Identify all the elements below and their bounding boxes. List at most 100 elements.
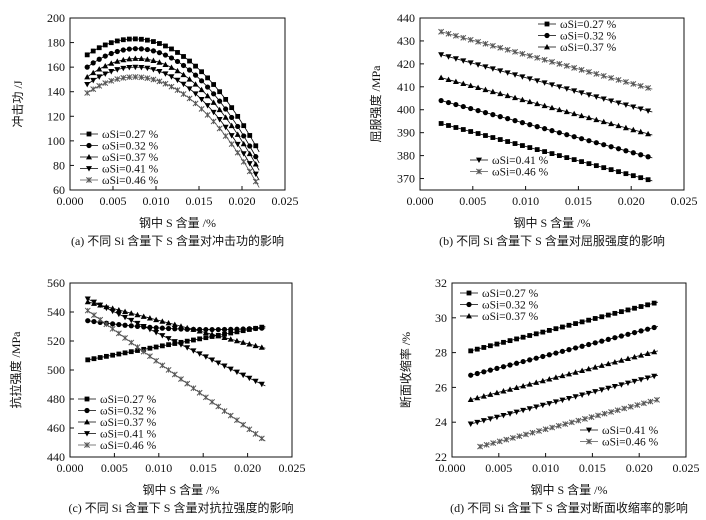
data-point xyxy=(234,326,240,332)
data-point xyxy=(564,155,570,161)
data-point xyxy=(90,86,97,93)
data-point xyxy=(209,331,216,337)
data-point xyxy=(190,348,197,354)
data-point xyxy=(228,326,234,332)
data-point xyxy=(196,328,203,334)
data-point xyxy=(487,391,494,397)
data-point xyxy=(500,364,507,370)
legend-marker xyxy=(86,166,92,172)
data-point xyxy=(202,394,209,401)
data-point xyxy=(563,86,570,92)
data-point xyxy=(621,405,628,412)
data-point xyxy=(103,321,110,328)
data-point xyxy=(190,326,197,332)
data-point xyxy=(132,36,138,42)
data-point xyxy=(252,178,259,185)
panel-caption: (b) 不同 Si 含量下 S 含量对屈服强度的影响 xyxy=(439,233,665,248)
data-point xyxy=(247,133,253,138)
data-point xyxy=(482,64,489,70)
y-tick-label: 460 xyxy=(47,421,65,435)
data-point xyxy=(497,68,504,74)
data-point xyxy=(573,321,578,326)
data-point xyxy=(566,322,572,328)
data-point xyxy=(180,91,187,97)
data-point xyxy=(186,95,193,102)
data-point xyxy=(520,358,526,365)
data-point xyxy=(513,409,520,416)
x-axis-title: 钢中 S 含量 /% xyxy=(142,482,219,497)
data-point xyxy=(549,151,555,156)
data-point xyxy=(482,40,489,47)
data-point xyxy=(482,86,489,93)
y-tick-label: 30 xyxy=(435,311,447,325)
y-tick-label: 440 xyxy=(397,11,415,25)
series-star xyxy=(438,28,653,91)
data-point xyxy=(192,91,199,97)
data-point xyxy=(505,116,511,122)
data-point xyxy=(563,108,570,115)
data-point xyxy=(556,60,563,67)
data-point xyxy=(512,141,518,146)
data-point xyxy=(622,78,629,85)
data-point xyxy=(203,335,209,341)
data-point xyxy=(571,134,577,140)
data-point xyxy=(460,34,467,41)
x-tick-label: 0.020 xyxy=(229,194,256,208)
legend-entry: ωSi=0.32 % xyxy=(100,406,157,418)
x-tick-label: 0.020 xyxy=(626,461,653,475)
data-point xyxy=(138,64,145,71)
x-tick-label: 0.010 xyxy=(532,461,559,475)
data-point xyxy=(619,309,624,315)
data-point xyxy=(445,30,452,37)
data-point xyxy=(197,336,203,342)
data-point xyxy=(114,38,120,44)
data-point xyxy=(252,378,259,385)
data-point xyxy=(474,419,481,426)
data-point xyxy=(586,317,592,323)
data-point xyxy=(204,92,211,99)
data-point xyxy=(640,400,647,407)
data-point xyxy=(612,310,618,316)
data-point xyxy=(128,317,135,324)
data-point xyxy=(599,338,605,344)
data-point xyxy=(91,312,97,319)
data-point xyxy=(233,337,240,344)
data-point xyxy=(445,54,452,60)
data-point xyxy=(534,78,541,84)
data-point xyxy=(258,344,265,350)
data-point xyxy=(623,148,629,154)
data-point xyxy=(178,376,184,383)
series-square xyxy=(84,36,260,153)
data-point xyxy=(630,150,636,156)
data-point xyxy=(150,67,157,73)
data-point xyxy=(608,167,614,173)
x-axis-title: 钢中 S 含量 /% xyxy=(139,215,216,230)
data-point xyxy=(615,100,622,106)
y-tick-label: 500 xyxy=(47,363,65,377)
data-point xyxy=(184,338,190,344)
data-point xyxy=(210,99,217,105)
data-point xyxy=(460,58,467,64)
data-point xyxy=(497,44,504,51)
data-point xyxy=(475,131,481,136)
data-point xyxy=(187,58,192,64)
data-point xyxy=(171,339,178,345)
data-point xyxy=(146,315,153,321)
data-point xyxy=(556,106,563,113)
y-tick-label: 60 xyxy=(53,183,65,197)
data-point xyxy=(494,365,500,371)
data-point xyxy=(593,140,599,146)
data-point xyxy=(482,110,489,116)
data-point xyxy=(520,382,527,389)
series-line xyxy=(441,77,653,136)
data-point xyxy=(644,350,651,356)
data-point xyxy=(534,147,540,152)
data-point xyxy=(512,48,518,55)
data-point xyxy=(527,122,533,128)
data-point xyxy=(638,304,644,309)
data-point xyxy=(91,318,97,325)
data-point xyxy=(126,46,132,52)
legend: ωSi=0.27 %ωSi=0.32 %ωSi=0.37 %ωSi=0.41 %… xyxy=(78,394,157,452)
data-point xyxy=(586,341,592,348)
data-point xyxy=(165,319,172,326)
